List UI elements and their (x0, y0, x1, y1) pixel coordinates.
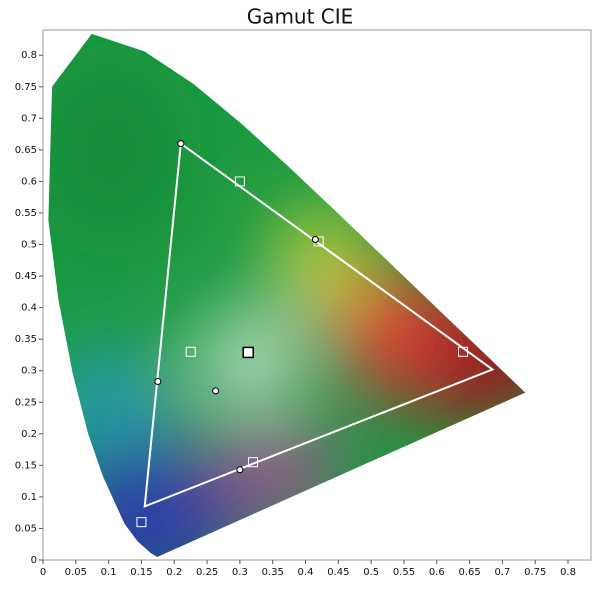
x-tick-label: 0.1 (101, 567, 117, 578)
y-tick-label: 0.35 (15, 334, 37, 345)
reference-point (136, 517, 147, 528)
x-tick-label: 0.25 (196, 567, 218, 578)
x-tick-label: 0.15 (130, 567, 152, 578)
chart-title: Gamut CIE (247, 5, 354, 29)
x-tick-label: 0 (40, 567, 46, 578)
y-tick-label: 0.15 (15, 460, 37, 471)
x-tick-label: 0.55 (393, 567, 415, 578)
x-tick-label: 0.3 (232, 567, 248, 578)
x-tick-label: 0.6 (429, 567, 445, 578)
reference-point (185, 346, 196, 357)
y-tick-label: 0.6 (21, 176, 37, 187)
y-tick-label: 0.05 (15, 523, 37, 534)
x-tick-label: 0.8 (560, 567, 576, 578)
reference-point (234, 176, 245, 187)
x-tick-label: 0.75 (524, 567, 546, 578)
x-tick-label: 0.2 (166, 567, 182, 578)
x-tick-label: 0.7 (494, 567, 510, 578)
reference-point (248, 457, 259, 468)
reference-point (458, 346, 469, 357)
y-tick-label: 0.2 (21, 429, 37, 440)
y-tick-label: 0.8 (21, 50, 37, 61)
y-tick-label: 0.45 (15, 271, 37, 282)
y-tick-label: 0.55 (15, 208, 37, 219)
x-tick-label: 0.65 (458, 567, 480, 578)
x-tick-label: 0.4 (298, 567, 314, 578)
y-tick-label: 0.1 (21, 492, 37, 503)
measured-point (154, 377, 162, 385)
y-tick-label: 0.7 (21, 113, 37, 124)
y-tick-label: 0.25 (15, 397, 37, 408)
reference-point (242, 346, 254, 359)
y-tick-label: 0.4 (21, 303, 37, 314)
y-tick-label: 0.75 (15, 82, 37, 93)
measured-point (236, 466, 244, 474)
measured-point (311, 235, 319, 243)
y-tick-label: 0 (31, 555, 37, 566)
x-tick-label: 0.05 (65, 567, 87, 578)
y-tick-label: 0.3 (21, 366, 37, 377)
x-tick-label: 0.5 (363, 567, 379, 578)
measured-point (177, 140, 185, 148)
measured-point (212, 387, 220, 395)
x-tick-label: 0.45 (327, 567, 349, 578)
gamut-triangle (143, 141, 495, 508)
y-tick-label: 0.65 (15, 145, 37, 156)
x-tick-label: 0.35 (262, 567, 284, 578)
y-tick-label: 0.5 (21, 240, 37, 251)
